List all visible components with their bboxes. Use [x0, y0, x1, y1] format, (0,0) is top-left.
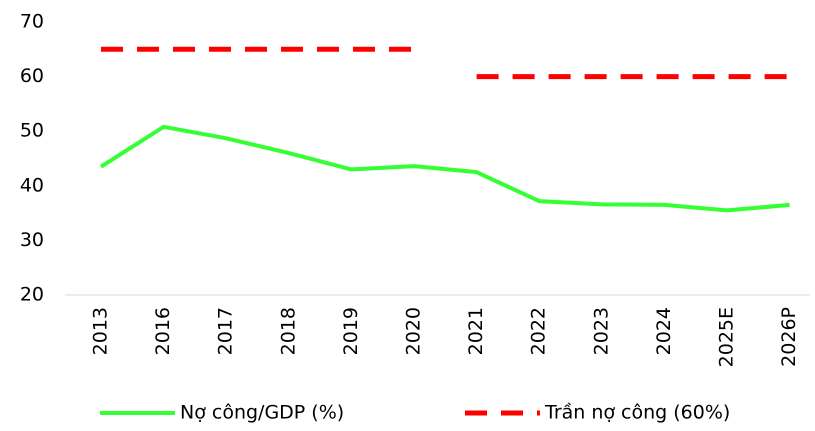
x-tick-label: 2025E [716, 307, 738, 367]
x-tick-label: 2020 [403, 307, 425, 355]
y-tick-label: 60 [20, 65, 44, 87]
x-tick-label: 2026P [778, 307, 800, 367]
x-tick-label: 2017 [215, 307, 237, 355]
x-tick-label: 2013 [90, 307, 112, 355]
x-tick-label: 2022 [528, 307, 550, 355]
x-tick-label: 2016 [152, 307, 174, 355]
data-line [99, 124, 790, 213]
legend-label: Trần nợ công (60%) [544, 402, 730, 424]
x-tick-label: 2024 [653, 307, 675, 355]
y-tick-label: 70 [20, 11, 44, 33]
x-tick-label: 2018 [277, 307, 299, 355]
x-tick-label: 2021 [465, 307, 487, 355]
y-tick-label: 40 [20, 174, 44, 196]
x-tick-label: 2019 [340, 307, 362, 355]
legend-label: Nợ công/GDP (%) [180, 402, 344, 424]
y-tick-label: 30 [20, 229, 44, 251]
y-tick-label: 50 [20, 120, 44, 142]
x-tick-label: 2023 [590, 307, 612, 355]
y-tick-label: 20 [20, 284, 44, 306]
